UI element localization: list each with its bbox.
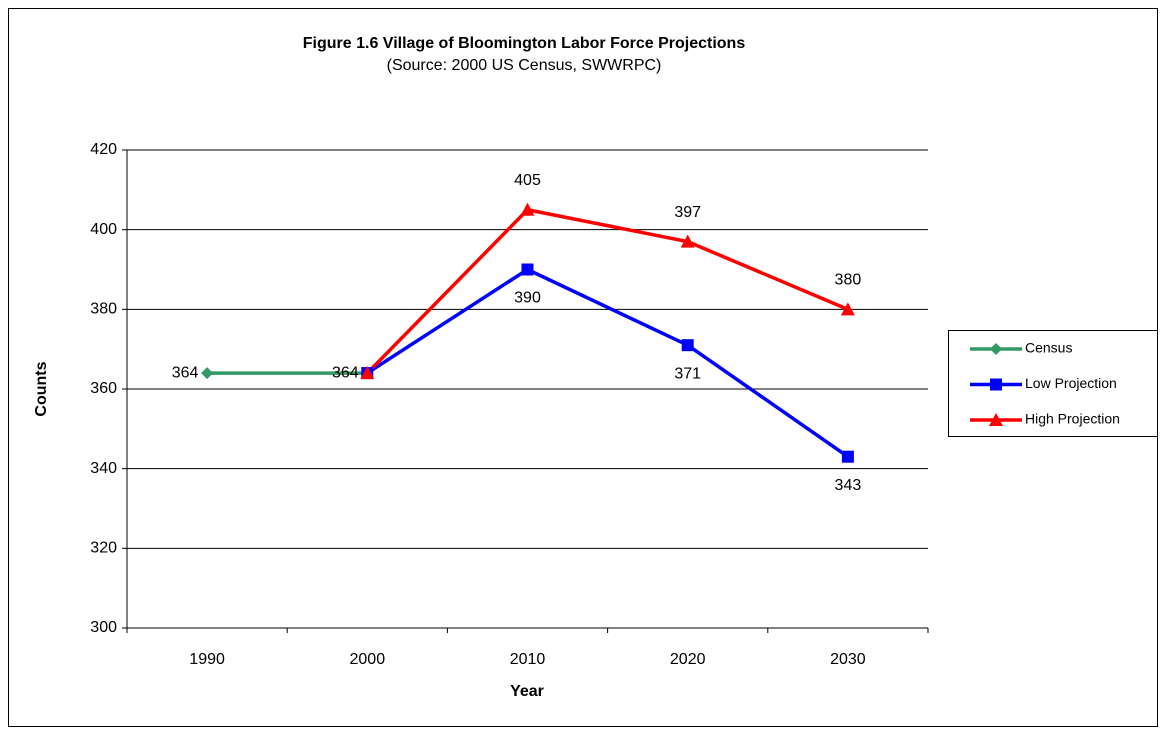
data-label: 364: [332, 364, 359, 381]
y-axis-label: Counts: [33, 361, 50, 416]
x-tick-label: 2020: [670, 651, 706, 668]
x-axis-label: Year: [510, 683, 544, 700]
y-tick-label: 400: [90, 221, 117, 238]
legend-marker: [990, 378, 1002, 391]
data-point: [521, 263, 534, 276]
chart-subtitle: (Source: 2000 US Census, SWWRPC): [387, 57, 662, 74]
data-label: 390: [514, 290, 541, 307]
legend-marker: [989, 413, 1003, 426]
data-label: 364: [172, 364, 199, 381]
chart-title: Figure 1.6 Village of Bloomington Labor …: [303, 35, 746, 52]
legend-label: Census: [1025, 340, 1072, 356]
legend-label: High Projection: [1025, 411, 1120, 427]
data-point: [841, 450, 854, 463]
data-point: [681, 339, 694, 352]
data-label: 405: [514, 172, 541, 189]
x-tick-label: 2000: [350, 651, 386, 668]
data-point: [840, 302, 855, 316]
x-tick-label: 1990: [189, 651, 225, 668]
x-tick-label: 2010: [510, 651, 546, 668]
series-line: [366, 208, 849, 375]
legend-label: Low Projection: [1025, 375, 1117, 391]
data-point: [201, 367, 214, 380]
x-tick-label: 2030: [830, 651, 866, 668]
y-tick-label: 360: [90, 380, 117, 397]
data-point: [360, 366, 375, 380]
y-tick-label: 320: [90, 540, 117, 557]
legend-marker: [990, 343, 1002, 355]
y-tick-label: 420: [90, 141, 117, 158]
y-tick-label: 300: [90, 619, 117, 636]
data-point: [520, 202, 535, 216]
data-label: 343: [835, 477, 862, 494]
data-label: 397: [674, 204, 701, 221]
y-tick-label: 380: [90, 301, 117, 318]
data-point: [680, 234, 695, 248]
y-tick-label: 340: [90, 460, 117, 477]
data-label: 380: [835, 272, 862, 289]
data-label: 371: [674, 365, 701, 382]
series-line: [366, 267, 849, 459]
